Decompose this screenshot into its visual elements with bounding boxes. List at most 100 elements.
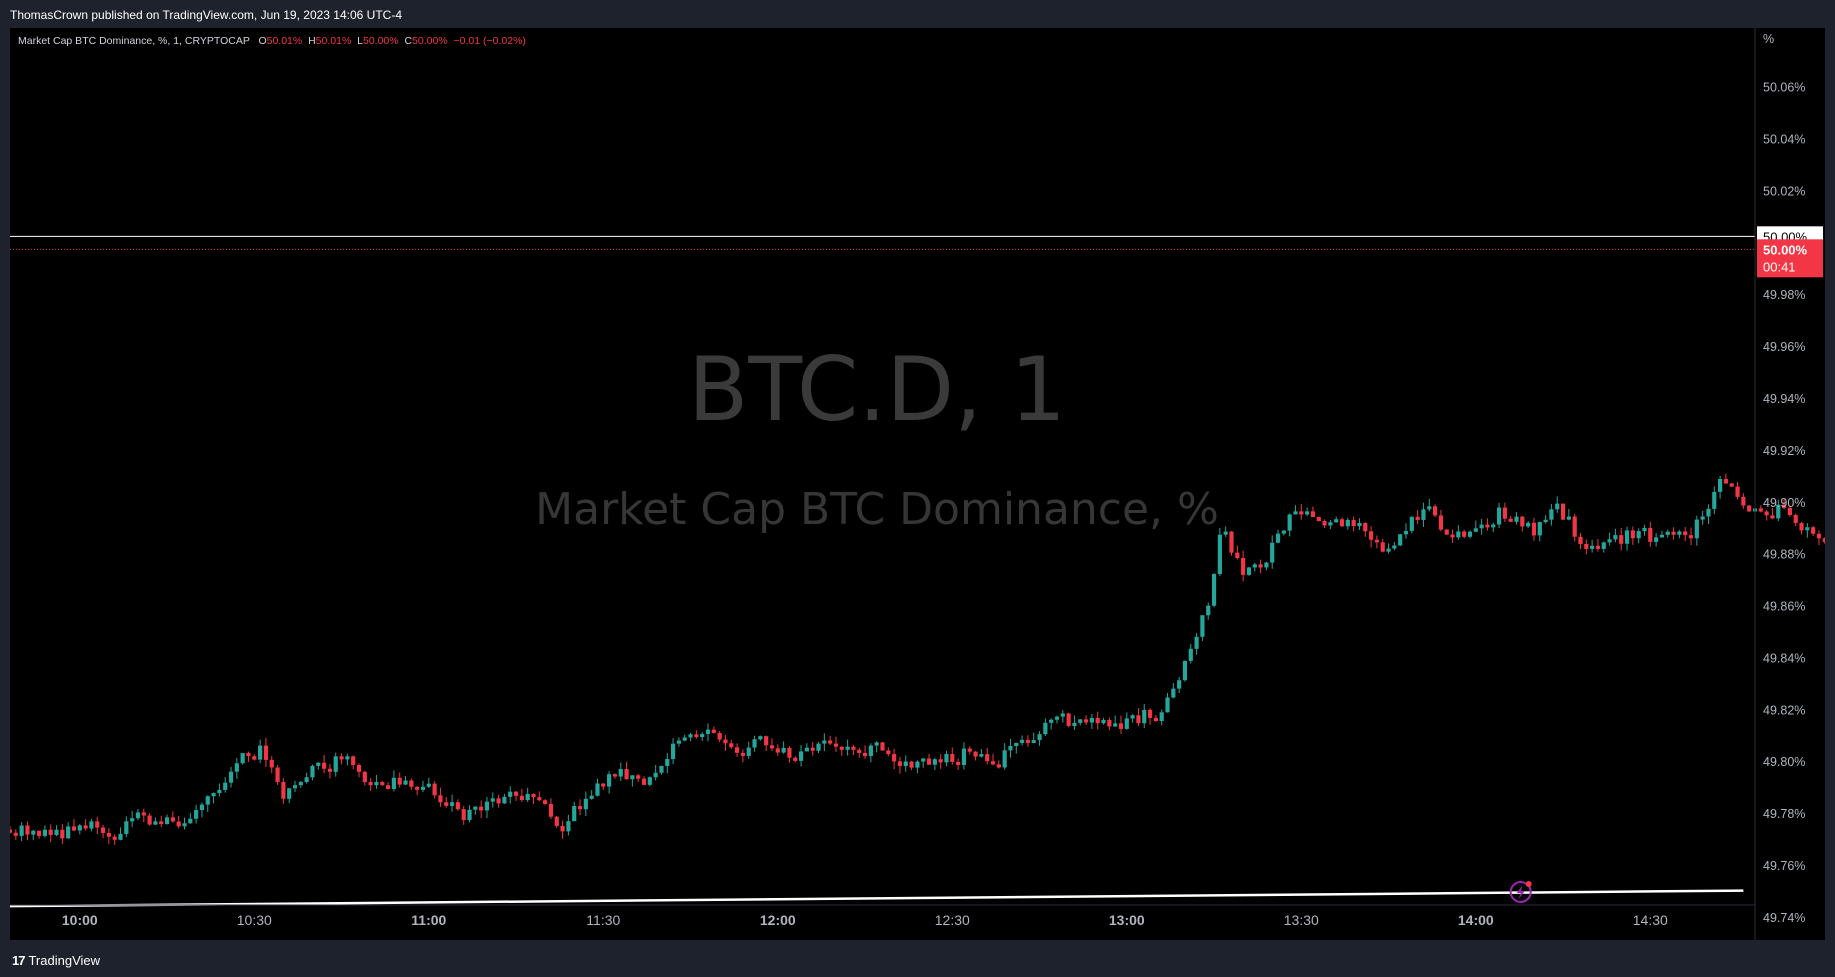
candle-body [921,758,926,762]
candle-body [752,739,757,748]
chart-area[interactable]: Market Cap BTC Dominance, %, 1, CRYPTOCA… [10,28,1825,940]
bar-countdown-label: 00:41 [1763,259,1796,274]
price-axis-tick-label: 49.74% [1763,911,1805,925]
candle-body [641,778,647,785]
candle-body [1555,503,1560,510]
candle-body [845,746,850,750]
candle-body [339,756,344,760]
candle-body [1281,530,1286,534]
candle-body [345,756,350,760]
candle-body [769,745,775,749]
candle-body [1136,715,1141,724]
candle-body [1619,535,1624,544]
candle-body [903,761,908,767]
price-axis-tick-label: 50.02% [1763,184,1805,198]
legend-high-label: H [308,35,316,47]
candle-body [1188,648,1193,661]
candle-body [112,836,117,840]
candle-body [89,821,94,829]
candle-body [374,782,379,786]
candle-body [1072,722,1077,726]
candle-body [368,782,373,786]
publisher-line: ThomasCrown published on TradingView.com… [10,8,402,22]
candle-body [1293,511,1298,515]
time-axis-tick-label: 11:00 [411,912,446,928]
candle-body [310,765,315,778]
candle-body [455,802,460,810]
candle-body [246,753,251,757]
candle-body [71,826,77,831]
trendline-drawing[interactable] [10,889,1744,908]
price-axis-tick-label: 50.04% [1763,133,1805,147]
candle-body [1816,533,1822,539]
candle-body [798,751,804,761]
candle-body [758,736,763,740]
candle-body [1665,531,1670,535]
legend-close-label: C [404,35,413,47]
legend-open-value: 50.01% [266,35,303,47]
candle-body [1177,680,1182,689]
candle-body [118,833,123,840]
candle-body [1543,519,1548,523]
candle-body [252,756,257,760]
candle-body [566,821,571,832]
candle-body [1223,531,1228,535]
price-axis-tick-label: 49.86% [1763,600,1805,614]
candle-body [1060,713,1065,717]
candle-body [624,769,629,780]
candle-body [182,823,187,827]
candle-body [438,795,443,803]
price-chart-svg[interactable]: BTC.D, 1 Market Cap BTC Dominance, % 50.… [10,28,1825,940]
candle-body [967,748,972,752]
candle-body [595,783,600,796]
candle-body [391,777,396,789]
candle-body [1566,516,1571,520]
candle-body [647,777,652,785]
legend-close-value: 50.00% [412,35,448,47]
candle-body [589,795,594,799]
price-axis-tick-label: 49.82% [1763,703,1805,717]
candle-body [1351,519,1356,527]
candle-body [1683,531,1688,536]
tradingview-logo[interactable]: 17 TradingView [12,953,100,968]
candle-body [1386,548,1391,552]
candle-body [1537,522,1542,536]
candle-body [822,740,827,744]
candle-body [1712,491,1717,509]
candle-body [1020,739,1025,743]
candle-body [170,817,175,822]
candle-body [653,772,658,778]
lightning-event-icon[interactable] [1509,881,1532,903]
candle-body [1590,545,1595,549]
candle-body [932,759,937,765]
candle-body [734,747,740,753]
bottom-bar: 17 TradingView [0,940,1835,977]
candle-body [351,756,356,766]
lightning-icon-ring [1509,881,1532,903]
candle-body [1409,516,1414,531]
candle-body [729,743,734,748]
candle-body [775,748,780,753]
candle-body [519,795,524,801]
candle-body [1578,536,1583,544]
candle-body [1485,524,1490,528]
candle-body [926,758,932,765]
candle-body [1037,734,1042,741]
candle-body [1142,709,1147,724]
candle-body [1235,552,1240,559]
candle-body [281,781,286,799]
candle-body [1398,534,1403,546]
candle-body [682,737,687,741]
candle-body [141,812,146,816]
price-axis-tick-label: 49.84% [1763,651,1805,665]
candle-body [1438,515,1443,530]
candle-body [1729,483,1734,487]
candle-body [1345,519,1350,527]
candle-body [781,747,786,753]
price-axis-tick-label: 49.76% [1763,859,1805,873]
candle-body [1217,534,1222,575]
candle-body [577,806,583,810]
candle-body [54,829,59,835]
time-axis-tick-label: 12:30 [935,912,970,928]
candle-body [897,761,903,767]
